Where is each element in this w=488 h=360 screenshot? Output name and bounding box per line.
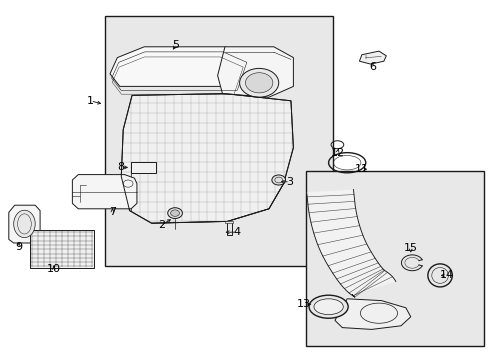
Polygon shape: [334, 299, 410, 329]
Bar: [225, 221, 233, 223]
Ellipse shape: [239, 68, 278, 97]
Text: 6: 6: [368, 62, 375, 72]
Text: 8: 8: [118, 162, 124, 172]
Bar: [131, 162, 156, 173]
Polygon shape: [217, 47, 293, 97]
Polygon shape: [72, 175, 137, 209]
Polygon shape: [359, 51, 386, 64]
Text: 4: 4: [233, 227, 240, 237]
Ellipse shape: [170, 210, 179, 216]
Ellipse shape: [245, 73, 272, 93]
Text: 9: 9: [15, 242, 22, 252]
Bar: [30, 230, 94, 268]
Polygon shape: [110, 47, 249, 86]
Text: 10: 10: [47, 264, 61, 274]
Text: 2: 2: [158, 220, 164, 230]
Text: 12: 12: [330, 148, 344, 158]
Text: 1: 1: [87, 96, 94, 106]
Polygon shape: [306, 190, 395, 297]
Text: 7: 7: [109, 207, 116, 217]
Bar: [305, 171, 483, 346]
Polygon shape: [121, 94, 293, 223]
Text: 3: 3: [286, 177, 293, 187]
Ellipse shape: [308, 295, 347, 318]
Text: 5: 5: [172, 40, 179, 50]
Ellipse shape: [271, 175, 285, 185]
Bar: [226, 222, 231, 235]
Text: 15: 15: [403, 243, 417, 253]
Text: 14: 14: [439, 270, 452, 280]
Ellipse shape: [14, 210, 35, 238]
Ellipse shape: [167, 208, 182, 219]
Text: 13: 13: [297, 299, 310, 309]
Text: 11: 11: [354, 164, 368, 174]
Bar: [105, 16, 332, 266]
Ellipse shape: [313, 299, 343, 315]
Polygon shape: [9, 205, 40, 243]
